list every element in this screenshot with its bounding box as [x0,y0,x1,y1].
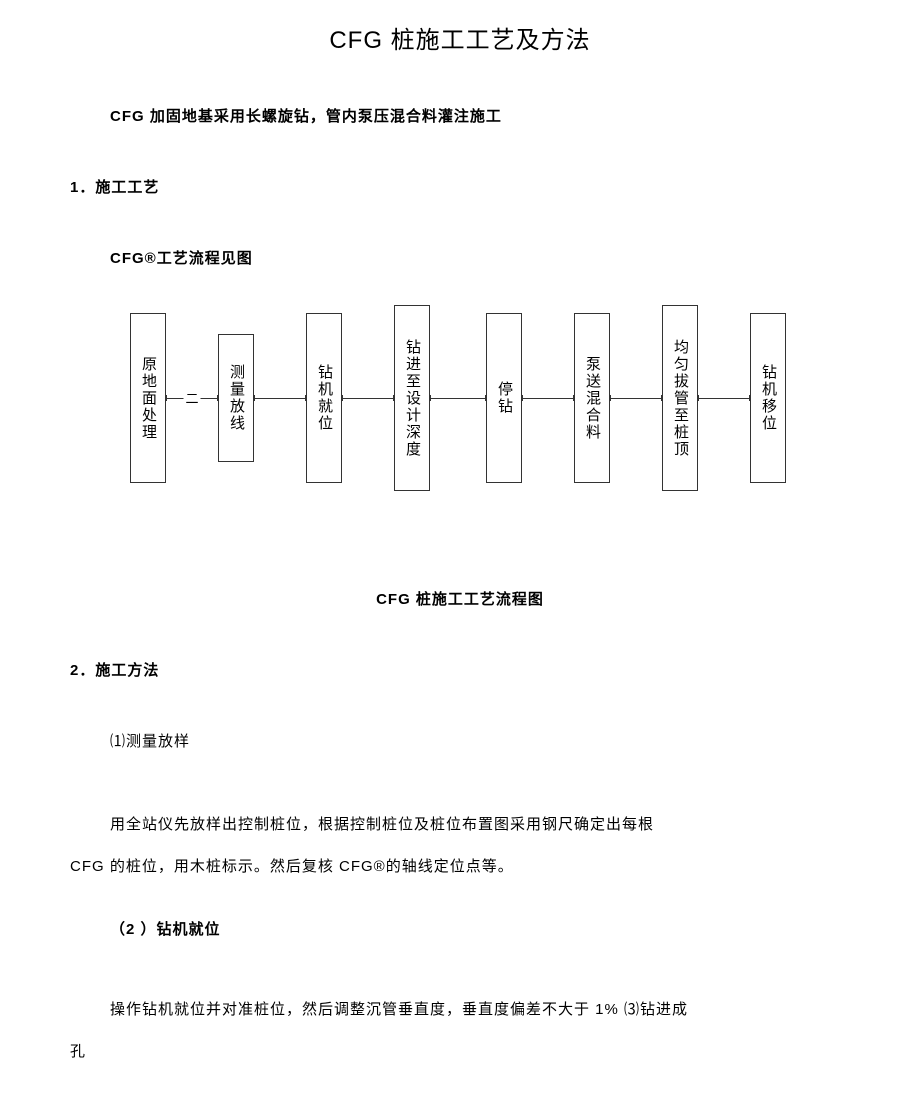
flow-connector [698,398,750,399]
page-title: CFG 桩施工工艺及方法 [70,20,850,55]
flow-box: 钻进至设计深度 [394,305,430,491]
item2-body: 操作钻机就位并对准桩位，然后调整沉管垂直度，垂直度偏差不大于 1% ⑶钻进成 孔 [110,989,850,1073]
item1-body-line1: 用全站仪先放样出控制桩位，根据控制桩位及桩位布置图采用钢尺确定出每根 [110,816,654,833]
flow-connector [430,398,486,399]
item2-body-line2: 孔 [70,1043,86,1060]
flowchart: 原地面处理 二 测量放线 钻机就位 钻进至设计深度 停钻 泵送混合料 均匀拔管至桩顶 钻机移位 [130,298,850,498]
flow-box-label: 原地面处理 [139,356,157,441]
flow-box-label: 泵送混合料 [583,356,601,441]
item2-body-line1: 操作钻机就位并对准桩位，然后调整沉管垂直度，垂直度偏差不大于 1% ⑶钻进成 [110,1001,688,1018]
flow-box: 停钻 [486,313,522,483]
flowchart-caption: CFG 桩施工工艺流程图 [70,588,850,609]
item2-title: （2 ）钻机就位 [110,918,850,939]
intro-text: CFG 加固地基采用长螺旋钻，管内泵压混合料灌注施工 [110,105,850,126]
flow-box: 泵送混合料 [574,313,610,483]
flow-connector [610,398,662,399]
section1-sub: CFG®工艺流程见图 [110,247,850,268]
flow-box-label: 测量放线 [227,364,245,432]
flowchart-container: 原地面处理 二 测量放线 钻机就位 钻进至设计深度 停钻 泵送混合料 均匀拔管至桩顶 钻机移位 [130,298,850,498]
flow-connector [522,398,574,399]
section2-heading: 2．施工方法 [70,659,850,680]
flow-box: 测量放线 [218,334,254,462]
flow-box: 均匀拔管至桩顶 [662,305,698,491]
flow-box: 原地面处理 [130,313,166,483]
flow-box-label: 钻机就位 [315,364,333,432]
item1-body: 用全站仪先放样出控制桩位，根据控制桩位及桩位布置图采用钢尺确定出每根 CFG 的… [70,804,850,888]
flow-box-label: 钻机移位 [759,364,777,432]
flow-box: 钻机就位 [306,313,342,483]
flow-box-label: 钻进至设计深度 [403,339,421,458]
connector-label: 二 [183,388,200,407]
item1-body-line2: CFG 的桩位，用木桩标示。然后复核 CFG®的轴线定位点等。 [70,858,514,875]
flow-box-label: 均匀拔管至桩顶 [671,339,689,458]
flow-connector [342,398,394,399]
section1-heading: 1．施工工艺 [70,176,850,197]
item1-title: ⑴测量放样 [110,730,850,754]
flow-connector: 二 [166,398,218,399]
flow-connector [254,398,306,399]
flow-box-label: 停钻 [495,381,513,415]
flow-box: 钻机移位 [750,313,786,483]
